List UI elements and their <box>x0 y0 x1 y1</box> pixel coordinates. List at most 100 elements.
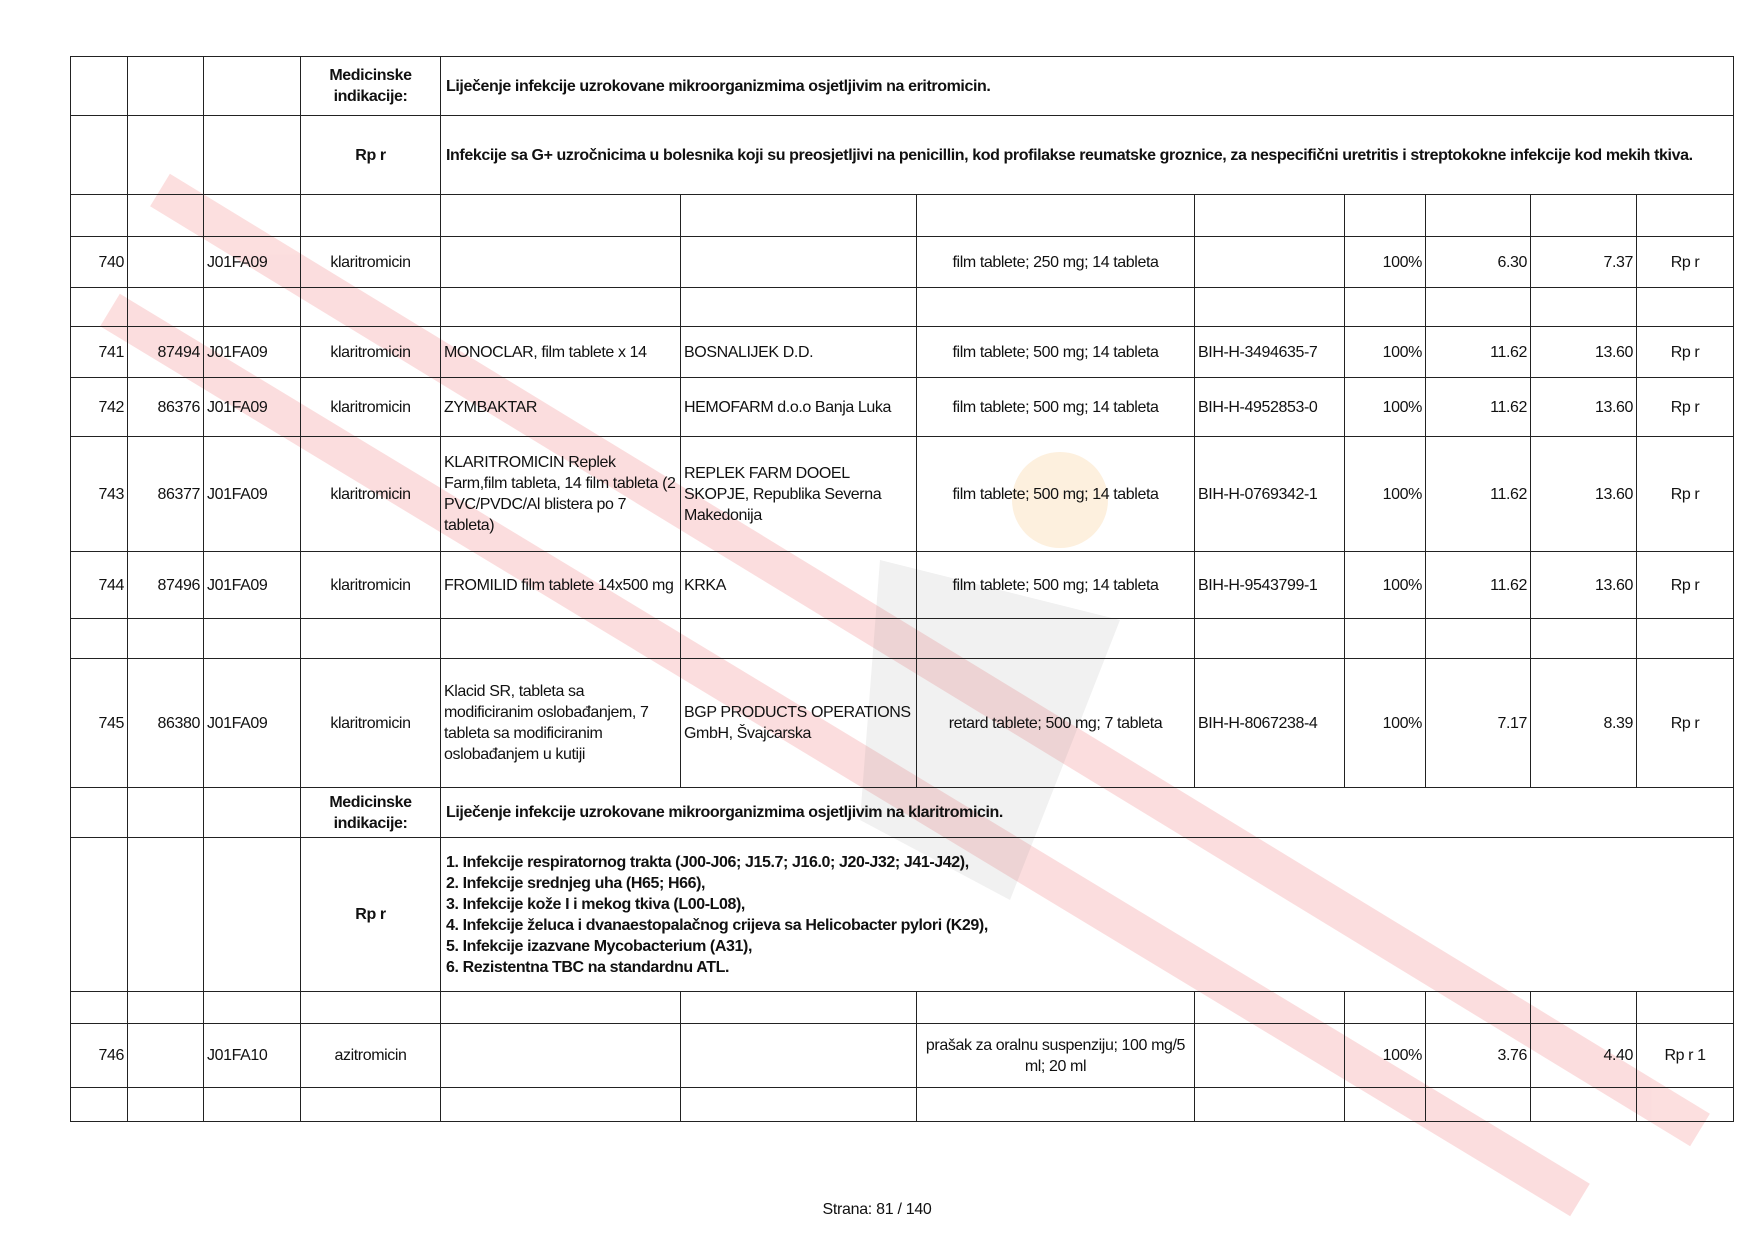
empty-cell <box>70 194 128 237</box>
registration-number <box>1194 236 1345 288</box>
dosage-form: prašak za oralnu suspenziju; 100 mg/5 ml… <box>916 1023 1195 1088</box>
empty-cell <box>1635 618 1735 659</box>
generic-name: klaritromicin <box>300 551 441 619</box>
empty-cell <box>1194 287 1345 327</box>
empty-cell <box>203 287 301 327</box>
coverage-percent: 100% <box>1344 326 1426 378</box>
price-retail: 7.37 <box>1530 236 1637 288</box>
manufacturer <box>680 1023 917 1088</box>
empty-cell <box>127 56 204 116</box>
row-number: 743 <box>70 436 128 552</box>
rp-list-item: 6. Rezistentna TBC na standardnu ATL. <box>446 958 730 976</box>
empty-cell <box>127 837 204 992</box>
generic-name: klaritromicin <box>300 436 441 552</box>
empty-row <box>70 991 1735 1024</box>
indications-row: Medicinske indikacije: Liječenje infekcij… <box>70 787 1735 838</box>
empty-cell <box>1635 991 1735 1024</box>
atc-code: J01FA09 <box>203 658 301 788</box>
empty-cell <box>70 837 128 992</box>
dosage-form: film tablete; 500 mg; 14 tableta <box>916 436 1195 552</box>
rp-label: Rp r <box>300 837 441 992</box>
price-retail: 13.60 <box>1530 326 1637 378</box>
empty-cell <box>1344 194 1426 237</box>
drug-code <box>127 1023 204 1088</box>
drug-code: 86377 <box>127 436 204 552</box>
rp-list-item: 3. Infekcije kože I i mekog tkiva (L00-L… <box>446 895 745 913</box>
empty-cell <box>127 194 204 237</box>
indications-label: Medicinske indikacije: <box>300 787 441 838</box>
empty-cell <box>127 787 204 838</box>
empty-cell <box>440 991 681 1024</box>
empty-cell <box>440 287 681 327</box>
empty-cell <box>916 287 1195 327</box>
brand-name: ZYMBAKTAR <box>440 377 681 437</box>
empty-cell <box>127 1087 204 1122</box>
coverage-percent: 100% <box>1344 1023 1426 1088</box>
empty-cell <box>127 115 204 195</box>
drug-code: 87494 <box>127 326 204 378</box>
empty-cell <box>300 194 441 237</box>
empty-cell <box>203 1087 301 1122</box>
empty-row <box>70 287 1735 327</box>
manufacturer: KRKA <box>680 551 917 619</box>
brand-name <box>440 1023 681 1088</box>
atc-code: J01FA09 <box>203 326 301 378</box>
empty-cell <box>1344 1087 1426 1122</box>
empty-cell <box>916 991 1195 1024</box>
drug-code: 87496 <box>127 551 204 619</box>
registration-number: BIH-H-0769342-1 <box>1194 436 1345 552</box>
price-reference: 11.62 <box>1425 377 1531 437</box>
empty-cell <box>916 1087 1195 1122</box>
dosage-form: film tablete; 250 mg; 14 tableta <box>916 236 1195 288</box>
empty-cell <box>127 287 204 327</box>
dosage-form: retard tablete; 500 mg; 7 tableta <box>916 658 1195 788</box>
row-number: 744 <box>70 551 128 619</box>
empty-cell <box>1530 194 1637 237</box>
empty-cell <box>1425 618 1531 659</box>
dosage-form: film tablete; 500 mg; 14 tableta <box>916 551 1195 619</box>
empty-cell <box>440 618 681 659</box>
empty-cell <box>1635 194 1735 237</box>
generic-name: klaritromicin <box>300 377 441 437</box>
empty-cell <box>203 618 301 659</box>
empty-cell <box>916 194 1195 237</box>
empty-cell <box>1635 287 1735 327</box>
empty-cell <box>203 991 301 1024</box>
empty-cell <box>1635 1087 1735 1122</box>
empty-cell <box>1194 618 1345 659</box>
table-row: 745 86380 J01FA09 klaritromicin Klacid SR, t… <box>70 658 1735 788</box>
registration-number: BIH-H-4952853-0 <box>1194 377 1345 437</box>
price-retail: 4.40 <box>1530 1023 1637 1088</box>
brand-name: KLARITROMICIN Replek Farm,film tableta, … <box>440 436 681 552</box>
empty-cell <box>300 1087 441 1122</box>
price-retail: 13.60 <box>1530 377 1637 437</box>
row-number: 740 <box>70 236 128 288</box>
atc-code: J01FA10 <box>203 1023 301 1088</box>
empty-cell <box>70 56 128 116</box>
brand-name: MONOCLAR, film tablete x 14 <box>440 326 681 378</box>
rp-label: Rp r <box>300 115 441 195</box>
coverage-percent: 100% <box>1344 436 1426 552</box>
empty-cell <box>1344 991 1426 1024</box>
empty-cell <box>70 115 128 195</box>
empty-row <box>70 618 1735 659</box>
table-row: 741 87494 J01FA09 klaritromicin MONOCLAR, fi… <box>70 326 1735 378</box>
empty-cell <box>1425 1087 1531 1122</box>
empty-cell <box>1425 991 1531 1024</box>
empty-cell <box>1530 618 1637 659</box>
empty-cell <box>1194 194 1345 237</box>
coverage-percent: 100% <box>1344 377 1426 437</box>
empty-cell <box>70 1087 128 1122</box>
empty-cell <box>680 991 917 1024</box>
empty-cell <box>1425 194 1531 237</box>
atc-code: J01FA09 <box>203 236 301 288</box>
empty-cell <box>70 287 128 327</box>
empty-cell <box>203 787 301 838</box>
empty-cell <box>300 991 441 1024</box>
rp-list-item: 5. Infekcije izazvane Mycobacterium (A31… <box>446 937 752 955</box>
empty-cell <box>440 1087 681 1122</box>
coverage-percent: 100% <box>1344 551 1426 619</box>
registration-number: BIH-H-8067238-4 <box>1194 658 1345 788</box>
table-row: 746 J01FA10 azitromicin prašak za oralnu su… <box>70 1023 1735 1088</box>
prescription-mode: Rp r <box>1635 436 1735 552</box>
